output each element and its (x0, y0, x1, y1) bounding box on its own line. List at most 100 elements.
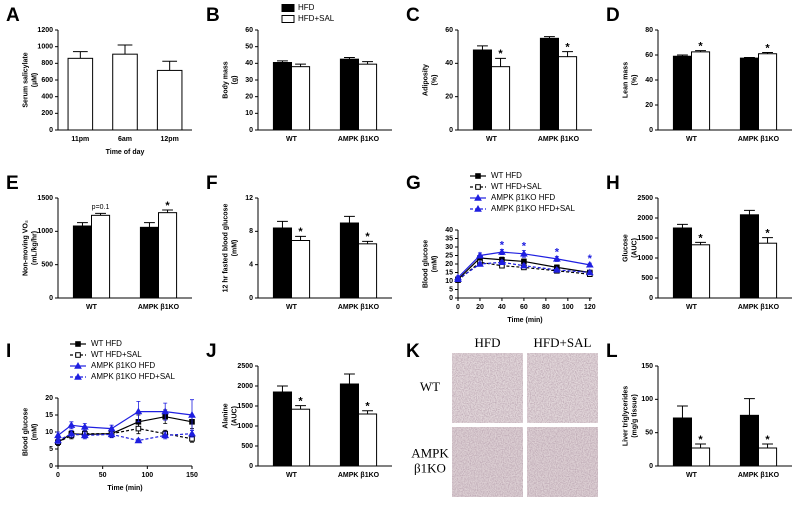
y-tick-label: 2500 (637, 195, 653, 202)
point (475, 173, 481, 179)
y-tick-label: 500 (41, 262, 53, 269)
series-line (57, 411, 193, 436)
bar (672, 55, 692, 131)
error-bar (762, 52, 773, 54)
error-bar (744, 57, 755, 59)
bar (112, 53, 138, 131)
error-bar (677, 223, 688, 228)
y-tick-label: 500 (241, 443, 253, 450)
bar (758, 53, 778, 131)
point (80, 431, 89, 439)
y-tick-label: 0 (449, 127, 453, 134)
y-tick-label: 1500 (637, 235, 653, 242)
x-tick-label: 6am (118, 136, 132, 143)
point (107, 430, 116, 438)
annotation: * (765, 42, 770, 54)
annotation: * (565, 42, 570, 54)
x-tick-label: AMPK β1KO (738, 304, 780, 311)
legend-label: AMPK β1KO HFD+SAL (91, 372, 176, 381)
x-tick-label: WT (286, 472, 298, 479)
point (134, 436, 143, 444)
bar (672, 417, 692, 467)
error-bar (744, 398, 755, 416)
error-bar (277, 60, 288, 63)
error-bar (344, 373, 355, 384)
y-axis-label: Lean mass (622, 62, 629, 98)
y-tick-label: 4 (249, 262, 253, 269)
row-label: WT (420, 379, 440, 394)
micrograph-texture (452, 353, 523, 423)
error-bar (362, 61, 373, 65)
point (475, 184, 481, 190)
bar (539, 37, 559, 131)
legend-swatch (281, 4, 295, 12)
point (454, 275, 462, 282)
y-tick-label: 20 (645, 102, 653, 109)
y-tick-label: 1000 (637, 255, 653, 262)
x-tick-label: 100 (562, 304, 574, 311)
y-tick-label: 60 (245, 27, 253, 34)
series-line (457, 257, 590, 280)
y-tick-label: 100 (641, 396, 653, 403)
y-axis-label: Alanine (222, 403, 229, 428)
error-bar (762, 443, 773, 448)
x-axis-label: Time of day (106, 149, 145, 156)
x-tick-label: WT (686, 304, 698, 311)
micrograph-texture (527, 353, 598, 423)
y-tick-label: 40 (245, 60, 253, 67)
x-tick-label: AMPK β1KO (738, 136, 780, 143)
y-tick-label: 0 (249, 295, 253, 302)
y-tick-label: 15 (445, 269, 453, 276)
bar (339, 222, 360, 299)
point (552, 254, 561, 262)
point (476, 251, 484, 259)
series-line (57, 433, 193, 442)
y-tick-label: 40 (445, 60, 453, 67)
y-axis-label: (AUC) (231, 406, 238, 426)
error-bar (495, 57, 506, 67)
y-tick-label: 10 (45, 429, 53, 436)
y-axis-label: (%) (631, 75, 638, 86)
error-bar (362, 410, 373, 414)
y-tick-label: 2500 (237, 363, 253, 370)
y-axis-label: Blood glucose (422, 240, 429, 288)
y-axis-label: Body mass (222, 61, 229, 98)
point (75, 352, 81, 358)
legend-label: HFD+SAL (298, 14, 335, 23)
bar (272, 227, 293, 299)
panel-letter: K (406, 341, 420, 362)
legend-label: HFD (298, 3, 315, 12)
annotation: * (298, 396, 303, 408)
bar (291, 66, 311, 131)
error-bar (295, 63, 306, 67)
error-bar (744, 209, 755, 215)
point (474, 204, 482, 212)
error-bar (677, 54, 688, 57)
point (161, 431, 170, 439)
y-tick-label: 1500 (37, 195, 53, 202)
legend-label: WT HFD+SAL (491, 182, 542, 191)
y-axis-label: (mM) (31, 424, 38, 441)
y-tick-label: 1000 (37, 228, 53, 235)
point (585, 268, 594, 276)
x-tick-label: AMPK β1KO (338, 304, 380, 311)
x-tick-label: AMPK β1KO (738, 472, 780, 479)
row-label: AMPK (411, 445, 449, 460)
y-axis-label: (mM) (231, 240, 238, 257)
bar (558, 56, 578, 131)
bar (358, 413, 378, 467)
y-axis-label: Liver triglycerides (622, 386, 629, 446)
y-tick-label: 2000 (637, 215, 653, 222)
panel-letter: B (206, 5, 220, 26)
annotation: * (698, 41, 703, 53)
error-bar (77, 222, 88, 226)
y-tick-label: 5 (449, 286, 453, 293)
bar (339, 58, 360, 131)
error-bar (162, 209, 173, 213)
annotation: * (765, 434, 770, 446)
bar (758, 447, 778, 467)
x-tick-label: WT (286, 304, 298, 311)
error-bar (117, 44, 133, 55)
y-tick-label: 60 (445, 27, 453, 34)
y-tick-label: 0 (49, 463, 53, 470)
